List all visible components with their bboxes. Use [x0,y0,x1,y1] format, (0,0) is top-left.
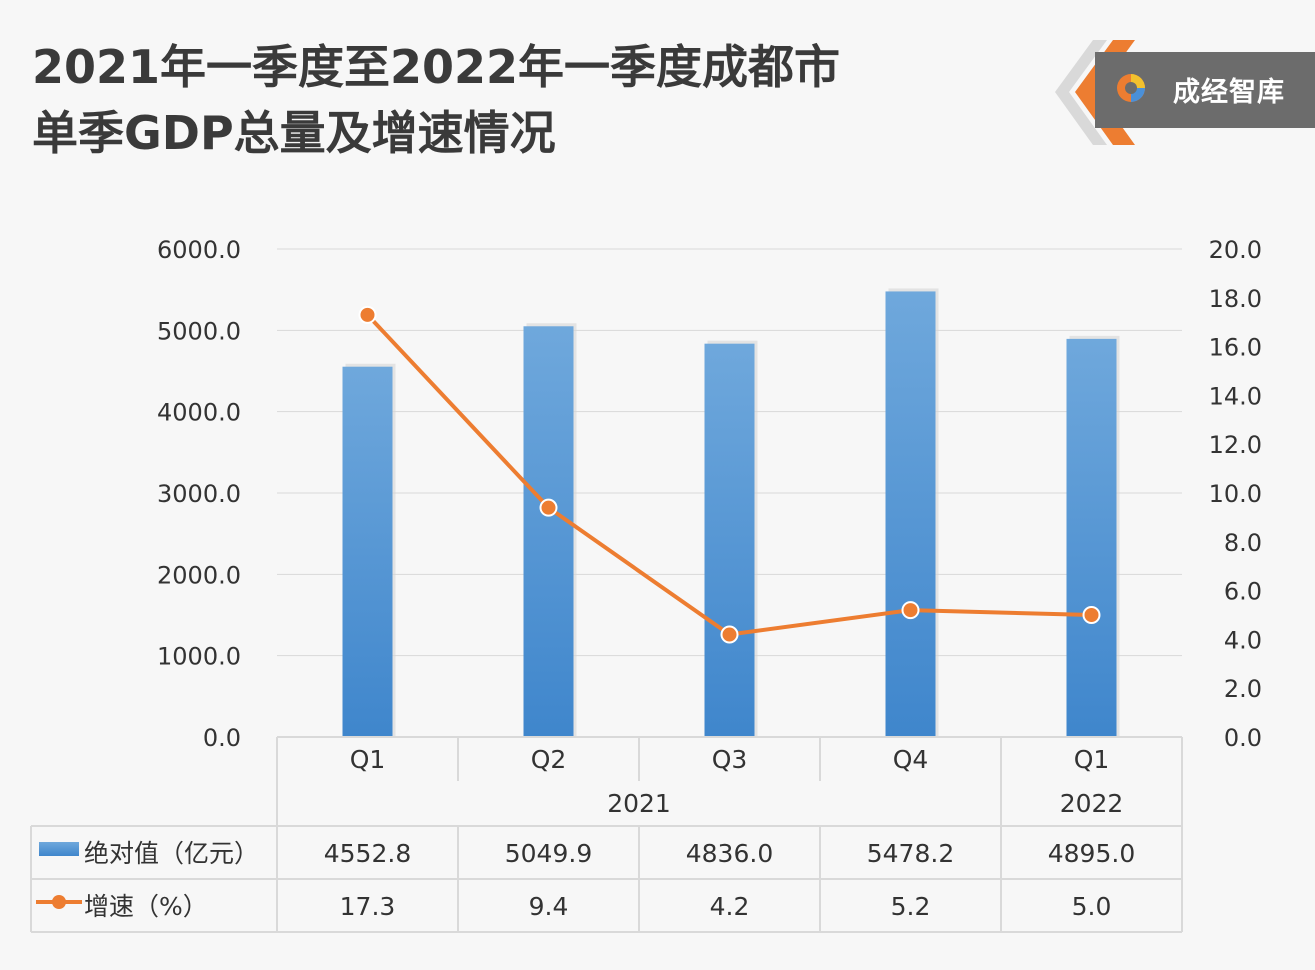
right-tick-label: 18.0 [1209,285,1262,313]
left-tick-label: 0.0 [203,724,241,752]
right-tick-label: 16.0 [1209,334,1262,362]
line-point [539,498,558,517]
left-tick-label: 2000.0 [157,561,241,589]
category-label: Q4 [893,745,929,774]
category-label: Q1 [1074,745,1110,774]
bar [1066,338,1117,737]
brand-logo: 成经智库 [1045,40,1315,145]
line-point [720,625,739,644]
right-tick-label: 4.0 [1224,626,1262,654]
left-tick-label: 3000.0 [157,480,241,508]
brand-swirl-icon [1117,74,1145,102]
category-label: Q3 [712,745,748,774]
title-line-1: 2021年一季度至2022年一季度成都市 [32,40,841,94]
category-label: Q2 [531,745,567,774]
group-label: 2021 [607,789,671,818]
table-cell: 5049.9 [505,839,592,868]
left-tick-label: 6000.0 [157,236,241,264]
chart-title: 2021年一季度至2022年一季度成都市 单季GDP总量及增速情况 [32,34,840,166]
table-cell: 4836.0 [686,839,773,868]
table-cell: 4552.8 [324,839,411,868]
table-row-label: 绝对值（亿元） [84,839,259,868]
bar [704,343,755,737]
right-tick-label: 12.0 [1209,431,1262,459]
table-cell: 4.2 [710,892,750,921]
left-tick-label: 5000.0 [157,317,241,345]
bar-series [342,288,1120,737]
right-tick-label: 2.0 [1224,675,1262,703]
group-label: 2022 [1060,789,1124,818]
bar [342,366,393,737]
bar [523,326,574,737]
table-cell: 9.4 [529,892,569,921]
line-series [358,305,1101,644]
left-tick-label: 4000.0 [157,399,241,427]
table-row-label: 增速（%） [84,892,208,921]
bar [885,291,936,737]
table-cell: 5478.2 [867,839,954,868]
table-cell: 5.0 [1072,892,1112,921]
title-line-2: 单季GDP总量及增速情况 [32,106,556,160]
table-cell: 5.2 [891,892,931,921]
right-tick-label: 6.0 [1224,578,1262,606]
line-point [1082,606,1101,624]
logo-text: 成经智库 [1173,77,1285,108]
table-cell: 4895.0 [1048,839,1135,868]
right-tick-label: 10.0 [1209,480,1262,508]
right-tick-label: 8.0 [1224,529,1262,557]
right-tick-label: 14.0 [1209,382,1262,410]
data-table: Q1 Q2 Q3 Q4 Q1 2021 2022 绝对值（亿元） 4552.8 5049.9 483… [30,736,1183,933]
left-axis-ticks: 0.0 1000.0 2000.0 3000.0 4000.0 5000.0 6000.0 [157,236,241,752]
right-axis-ticks: 0.0 2.0 4.0 6.0 8.0 10.0 12.0 14.0 16.0 18.0 20.0 [1209,236,1262,752]
category-label: Q1 [350,745,386,774]
right-tick-label: 20.0 [1209,236,1262,264]
legend-line-marker [52,895,66,909]
right-tick-label: 0.0 [1224,724,1262,752]
line-point [358,305,377,324]
table-cell: 17.3 [340,892,396,921]
left-tick-label: 1000.0 [157,643,241,671]
legend-bar-swatch [39,842,79,856]
line-point [901,601,920,620]
